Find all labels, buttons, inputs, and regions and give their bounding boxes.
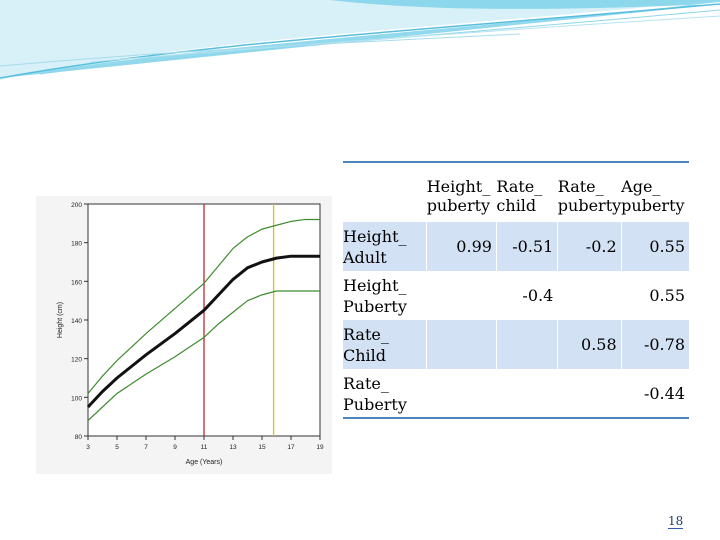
table-cell: -0.4 bbox=[495, 271, 558, 320]
y-tick-label: 80 bbox=[75, 434, 83, 441]
wave-band-dark bbox=[0, 0, 720, 80]
table-cell: 0.55 bbox=[620, 222, 689, 271]
table-row: Rate_ Puberty -0.44 bbox=[343, 369, 689, 418]
x-tick-label: 3 bbox=[86, 444, 90, 451]
y-tick-label: 120 bbox=[71, 357, 82, 364]
x-tick-label: 11 bbox=[201, 444, 208, 451]
growth-curve-median bbox=[86, 254, 320, 409]
table-cell bbox=[495, 369, 558, 418]
table-cell: -0.2 bbox=[557, 222, 622, 271]
growth-curve-upper bbox=[87, 218, 320, 394]
x-tick-label: 9 bbox=[173, 444, 177, 451]
wave-line-3 bbox=[89, 15, 720, 63]
table-cell bbox=[426, 320, 497, 369]
table-cell: -0.78 bbox=[620, 320, 689, 369]
table-cell: 0.58 bbox=[557, 320, 622, 369]
row-label-height-puberty: Height_ Puberty bbox=[343, 276, 407, 316]
table-cell: -0.51 bbox=[495, 222, 558, 271]
table-cell bbox=[557, 369, 622, 418]
table-header-row: Height_ puberty Rate_ child Rate_ puberty A… bbox=[343, 161, 689, 222]
row-label-rate-child: Rate_ Child bbox=[343, 320, 427, 369]
y-axis-label: Height (cm) bbox=[57, 302, 64, 338]
x-tick-label: 19 bbox=[316, 444, 324, 451]
x-tick-label: 7 bbox=[144, 444, 148, 451]
wave-band-main bbox=[0, 0, 720, 78]
table-cell: 0.99 bbox=[426, 222, 497, 271]
page-number: 18 bbox=[668, 514, 684, 529]
y-tick-label: 180 bbox=[71, 241, 82, 248]
correlation-table: Height_ puberty Rate_ child Rate_ puberty A… bbox=[343, 161, 689, 419]
table-cell bbox=[557, 271, 622, 320]
wave-line-4 bbox=[0, 33, 521, 67]
table-row: Height_ Puberty -0.4 0.55 bbox=[343, 271, 689, 320]
growth-chart-svg: 80 100 120 140 160 180 200 3 5 7 9 11 13 15 17 19 Age (Y… bbox=[57, 202, 324, 466]
col-header-rate-child: Rate_ child bbox=[496, 161, 558, 222]
decorative-wave-banner bbox=[0, 0, 720, 80]
corner-cell bbox=[343, 161, 427, 222]
table-row: Rate_ Child 0.58 -0.78 bbox=[343, 320, 689, 369]
y-tick-label: 160 bbox=[71, 279, 82, 286]
col-header-age-puberty: Age_ puberty bbox=[621, 161, 689, 222]
row-label-rate-puberty: Rate_ Puberty bbox=[343, 374, 407, 414]
table-cell bbox=[495, 320, 558, 369]
table-cell: -0.44 bbox=[620, 369, 689, 418]
x-tick-label: 13 bbox=[229, 444, 237, 451]
x-tick-label: 15 bbox=[258, 444, 266, 451]
table-row: Height_ Adult 0.99 -0.51 -0.2 0.55 bbox=[343, 222, 689, 271]
wave-line-1 bbox=[0, 3, 720, 79]
row-label-height-adult: Height_ Adult bbox=[343, 222, 427, 271]
y-tick-label: 200 bbox=[71, 202, 82, 209]
y-tick-label: 140 bbox=[71, 318, 82, 325]
growth-curve-lower bbox=[87, 290, 320, 421]
table-cell bbox=[426, 271, 497, 320]
x-tick-label: 17 bbox=[287, 444, 295, 451]
x-axis-label: Age (Years) bbox=[186, 459, 223, 466]
col-header-rate-puberty: Rate_ puberty bbox=[557, 161, 622, 222]
x-tick-label: 5 bbox=[115, 444, 119, 451]
col-header-height-puberty: Height_ puberty bbox=[426, 161, 497, 222]
table-cell: 0.55 bbox=[620, 271, 689, 320]
growth-chart: 80 100 120 140 160 180 200 3 5 7 9 11 13 15 17 19 Age (Y… bbox=[36, 196, 332, 474]
y-tick-label: 100 bbox=[71, 395, 82, 402]
table-cell bbox=[426, 369, 497, 418]
